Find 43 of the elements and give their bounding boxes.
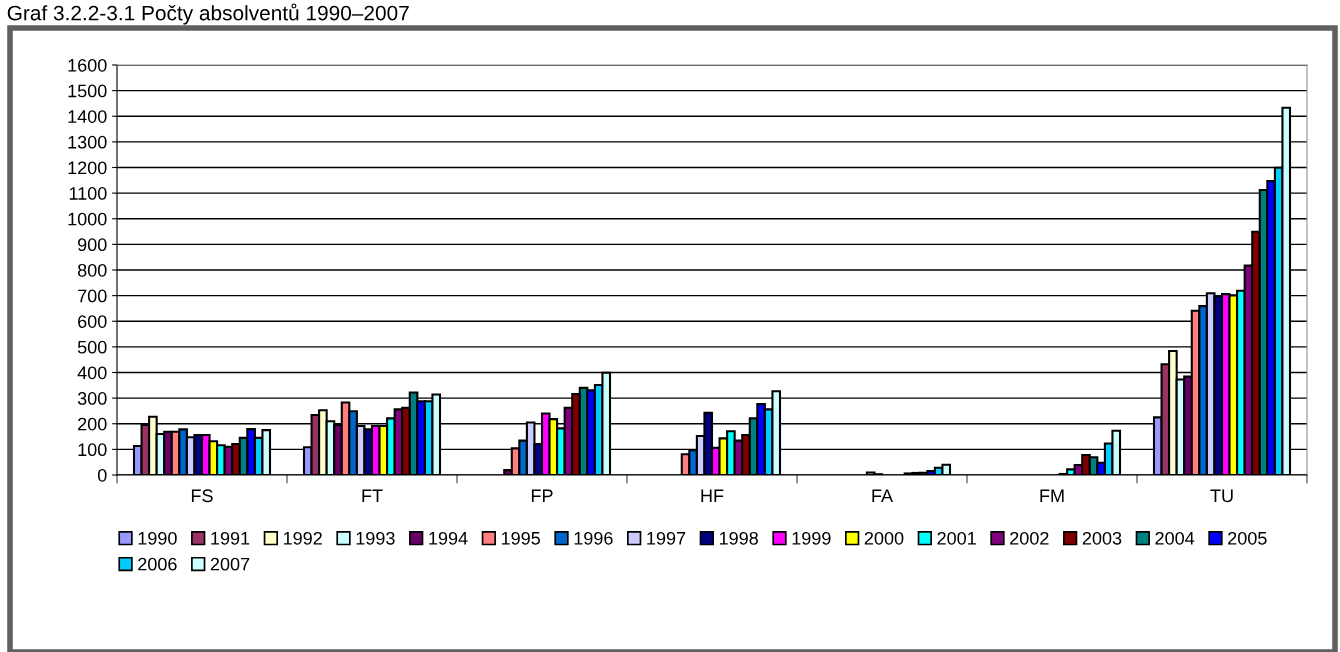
legend-label: 2001 bbox=[937, 531, 976, 545]
y-tick-label: 800 bbox=[77, 263, 107, 277]
legend-label: 2004 bbox=[1155, 531, 1195, 545]
legend-label: 2006 bbox=[138, 557, 177, 571]
y-tick-label: 700 bbox=[78, 289, 107, 303]
y-tick-label: 500 bbox=[77, 340, 107, 354]
y-tick-label: 300 bbox=[77, 392, 107, 405]
x-tick-label: FM bbox=[1040, 489, 1064, 502]
y-tick-label: 1400 bbox=[68, 110, 107, 123]
legend-label: 1992 bbox=[283, 531, 322, 545]
legend-label: 1994 bbox=[429, 531, 468, 545]
legend-label: 2000 bbox=[864, 531, 904, 545]
y-tick-label: 100 bbox=[78, 443, 107, 457]
legend-label: 1997 bbox=[647, 531, 686, 545]
legend-label: 1996 bbox=[574, 531, 613, 545]
legend-label: 2003 bbox=[1082, 531, 1122, 545]
y-tick-label: 1100 bbox=[69, 187, 107, 200]
x-tick-label: FP bbox=[531, 489, 553, 502]
legend-label: 1999 bbox=[792, 531, 831, 545]
legend-label: 2002 bbox=[1010, 531, 1049, 545]
x-tick-label: TU bbox=[1210, 489, 1233, 503]
x-tick-label: FA bbox=[872, 489, 893, 502]
y-tick-label: 600 bbox=[78, 315, 107, 328]
y-tick-label: 400 bbox=[77, 366, 107, 380]
y-tick-label: 1200 bbox=[68, 161, 107, 175]
legend-label: 1998 bbox=[719, 531, 758, 545]
y-tick-label: 900 bbox=[78, 238, 107, 252]
y-tick-label: 1000 bbox=[68, 212, 107, 226]
legend-label: 1993 bbox=[356, 531, 395, 545]
y-tick-label: 1500 bbox=[68, 84, 107, 98]
x-tick-label: FS bbox=[191, 489, 213, 503]
legend-label: 2005 bbox=[1228, 531, 1267, 545]
legend-label: 1990 bbox=[138, 531, 177, 545]
x-tick-label: FT bbox=[362, 489, 383, 502]
chart-title: Graf 3.2.2-3.1 Počty absolventů 1990–2007 bbox=[7, 3, 409, 25]
x-tick-label: HF bbox=[701, 489, 724, 502]
y-tick-label: 1300 bbox=[68, 135, 107, 149]
y-tick-label: 0 bbox=[97, 468, 107, 482]
y-tick-label: 1600 bbox=[68, 58, 107, 72]
legend-label: 1995 bbox=[501, 531, 540, 545]
legend-label: 2007 bbox=[210, 557, 250, 571]
y-tick-label: 200 bbox=[78, 417, 107, 431]
legend-label: 1991 bbox=[211, 531, 250, 545]
